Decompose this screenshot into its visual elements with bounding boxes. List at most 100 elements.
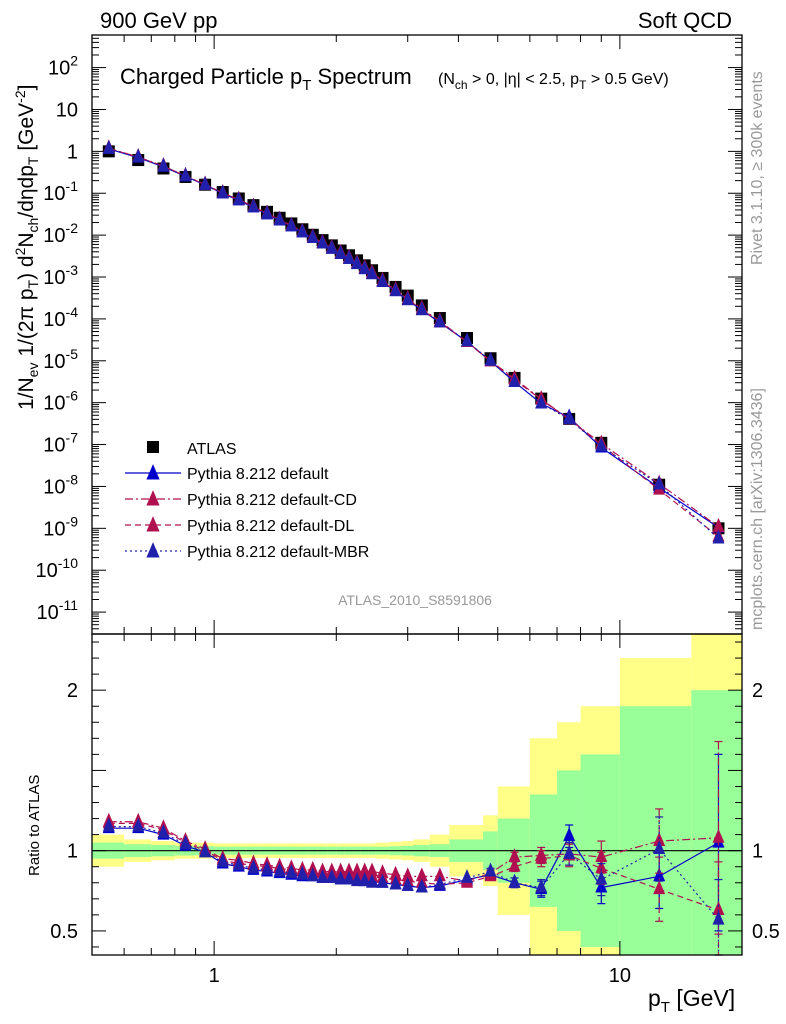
chart-subtitle: (Nch > 0, |η| < 2.5, pT > 0.5 GeV) [438, 71, 669, 92]
mc-main-marker [351, 255, 364, 270]
mc-ratio-marker [316, 868, 329, 883]
mcplots-label: mcplots.cern.ch [arXiv:1306.3436] [749, 388, 766, 630]
mc-ratio-marker [261, 860, 274, 875]
mc-ratio-marker [595, 870, 608, 885]
mc-main-line [108, 148, 719, 539]
ratio-tick-label: 2 [67, 680, 78, 702]
mc-ratio-marker [563, 827, 576, 842]
mc-ratio-marker [653, 880, 666, 895]
ratio-tick-label: 0.5 [752, 921, 780, 943]
y-tick-label: 10 [56, 99, 78, 121]
x-tick-label: 10 [609, 965, 631, 987]
legend-label: Pythia 8.212 default-DL [187, 518, 354, 535]
mc-ratio-marker [653, 867, 666, 882]
mc-main-marker [343, 249, 356, 264]
mc-ratio-marker [157, 824, 170, 838]
y-tick-label: 10-10 [36, 555, 79, 582]
mc-ratio-marker [376, 873, 389, 888]
ratio-tick-label: 2 [752, 680, 763, 702]
mc-main-marker [132, 148, 145, 163]
mc-main-marker [389, 282, 402, 297]
legend-label: Pythia 8.212 default [187, 466, 329, 483]
mc-main-marker [216, 184, 229, 199]
mc-main-marker [433, 313, 446, 328]
y-tick-label: 1 [67, 141, 78, 163]
series-marks [102, 139, 725, 956]
ratio-plot-frame [91, 633, 743, 956]
y-tick-label: 10-7 [43, 430, 78, 457]
mc-ratio-marker [132, 817, 145, 832]
mc-main-marker [179, 167, 192, 182]
mc-main-marker [316, 234, 329, 249]
mc-main-marker [535, 394, 548, 409]
mc-main-marker [712, 517, 725, 532]
mc-main-marker [325, 239, 338, 254]
legend-marker [146, 464, 160, 480]
mc-ratio-marker [334, 870, 347, 885]
mc-ratio-marker [358, 872, 371, 887]
mc-ratio-marker [401, 876, 414, 891]
mc-main-marker [563, 410, 576, 425]
legend: ATLAS Pythia 8.212 default Pythia 8.212 de… [125, 441, 369, 561]
mc-main-marker [484, 351, 497, 366]
mc-ratio-line [108, 821, 719, 882]
y-tick-label: 10-5 [43, 346, 78, 373]
mc-main-line [108, 147, 719, 528]
y-tick-label: 10-1 [43, 178, 78, 205]
mc-main-marker [296, 223, 309, 238]
legend-label: Pythia 8.212 default-CD [187, 492, 357, 509]
x-tick-label: 1 [209, 965, 220, 987]
process-label: Soft QCD [638, 8, 732, 33]
y-axis-label: 1/Nev 1/(2π pT) d2Nch/dηdpT [GeV-2] [12, 85, 41, 410]
y-tick-label: 102 [48, 53, 78, 80]
y-tick-label: 10-3 [43, 262, 78, 289]
ratio-axis-label: Ratio to ATLAS [26, 775, 43, 876]
mc-ratio-marker [595, 878, 608, 893]
mc-ratio-marker [216, 852, 229, 867]
mc-ratio-marker [325, 868, 338, 883]
mc-ratio-marker [433, 875, 446, 890]
mc-main-marker [306, 228, 319, 243]
mc-ratio-marker [461, 868, 474, 883]
y-tick-label: 10-9 [43, 513, 78, 540]
mc-main-marker [595, 437, 608, 452]
analysis-id: ATLAS_2010_S8591806 [338, 592, 492, 608]
chart-title: Charged Particle pT Spectrum [120, 64, 412, 94]
y-tick-label: 10-11 [37, 597, 79, 624]
mc-ratio-marker [273, 862, 286, 877]
mc-main-marker [273, 211, 286, 226]
legend-label: Pythia 8.212 default-MBR [187, 544, 369, 561]
mc-main-marker [366, 265, 379, 280]
y-tick-label: 10-2 [43, 220, 78, 247]
mc-ratio-marker [653, 840, 666, 855]
mc-ratio-marker [389, 875, 402, 890]
mc-main-marker [415, 301, 428, 316]
mc-main-marker [461, 332, 474, 347]
mc-main-marker [247, 198, 260, 213]
rivet-label: Rivet 3.1.10, ≥ 300k events [749, 71, 766, 265]
mc-main-marker [232, 191, 245, 206]
mc-ratio-marker [179, 835, 192, 850]
mc-ratio-marker [508, 857, 521, 872]
mc-ratio-marker [306, 867, 319, 882]
mc-ratio-marker [712, 901, 725, 916]
mc-ratio-marker [535, 878, 548, 893]
mc-ratio-marker [563, 844, 576, 859]
mc-ratio-marker [433, 867, 446, 882]
mc-main-marker [102, 139, 115, 154]
legend-marker-atlas [147, 441, 159, 453]
legend-marker [146, 516, 160, 532]
mc-main-marker [401, 291, 414, 306]
y-tick-label: 10-8 [43, 471, 78, 498]
mc-ratio-marker [508, 873, 521, 888]
mc-ratio-marker [247, 859, 260, 874]
ratio-tick-label: 0.5 [50, 921, 78, 943]
mc-main-marker [653, 475, 666, 490]
ratio-tick-label: 1 [67, 841, 78, 863]
x-axis-label: pT [GeV] [648, 985, 735, 1016]
mc-ratio-marker [351, 872, 364, 887]
mc-main-marker [376, 273, 389, 287]
mc-ratio-marker [595, 859, 608, 874]
mc-ratio-marker [296, 865, 309, 880]
